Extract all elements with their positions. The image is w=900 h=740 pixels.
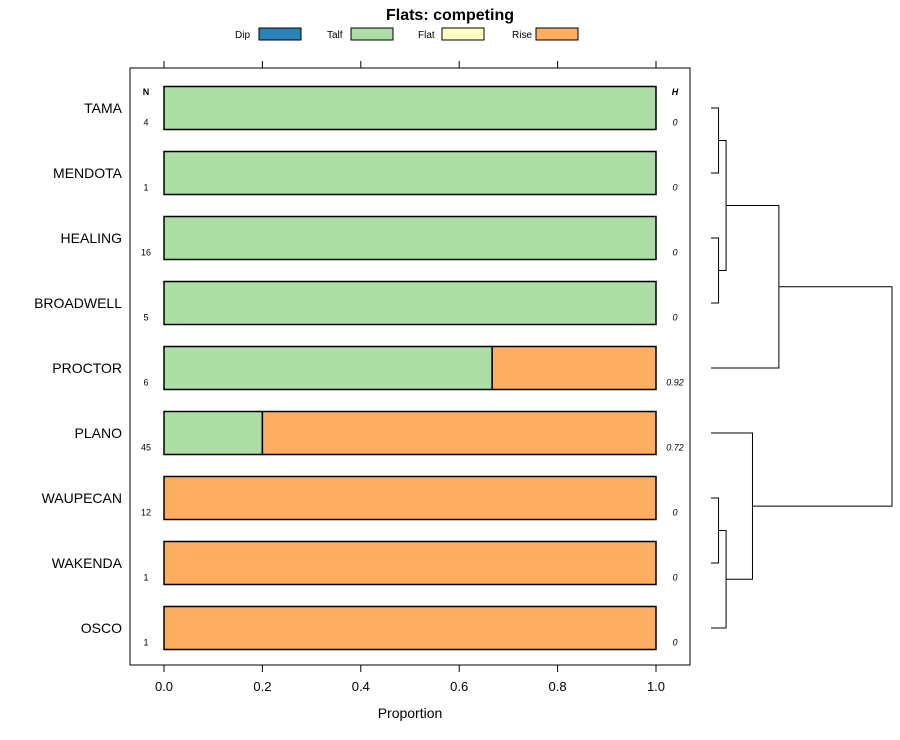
x-axis-label: Proportion: [378, 705, 443, 721]
bar-segment-talf: [163, 410, 264, 456]
category-label: MENDOTA: [53, 165, 123, 181]
bar-segment-rise: [163, 540, 657, 586]
category-label: WAKENDA: [52, 555, 123, 571]
category-label: TAMA: [84, 100, 123, 116]
chart-legend: Dip Talf Flat Rise: [235, 27, 579, 41]
dendrogram-link: [711, 497, 720, 564]
h-value: 0: [672, 573, 677, 583]
x-tick-label: 0.0: [155, 679, 173, 694]
bar-row-proctor: PROCTOR 6 0.92: [52, 345, 684, 391]
x-tick-label: 1.0: [647, 679, 665, 694]
x-tick-label: 0.8: [549, 679, 567, 694]
dendrogram-link: [711, 205, 780, 369]
bar-segment-rise: [163, 475, 657, 521]
x-tick-label: 0.2: [253, 679, 271, 694]
h-value: 0: [672, 118, 677, 128]
bar-segment-talf: [163, 215, 657, 261]
category-label: OSCO: [81, 620, 122, 636]
dendrogram-link: [718, 140, 727, 271]
h-value: 0: [672, 248, 677, 258]
x-tick-label: 0.4: [352, 679, 370, 694]
n-value: 12: [141, 508, 151, 518]
bar-segment-talf: [163, 85, 657, 131]
n-value: 5: [143, 313, 148, 323]
legend-label: Dip: [235, 30, 250, 41]
h-value: 0: [672, 638, 677, 648]
bar-segment-rise: [261, 410, 657, 456]
n-column-header: N: [143, 87, 150, 97]
bar-row-plano: PLANO 45 0.72: [75, 410, 684, 456]
h-value: 0: [672, 183, 677, 193]
legend-swatch: [441, 27, 485, 41]
bar-row-mendota: MENDOTA 1 0: [53, 150, 678, 196]
h-value: 0.72: [666, 443, 684, 453]
category-label: PLANO: [75, 425, 123, 441]
x-tick-label: 0.6: [450, 679, 468, 694]
bar-row-waupecan: WAUPECAN 12 0: [42, 475, 678, 521]
legend-swatch: [350, 27, 394, 41]
dendrogram-link: [711, 530, 727, 629]
n-value: 1: [143, 573, 148, 583]
n-value: 16: [141, 248, 151, 258]
bar-row-osco: OSCO 1 0: [81, 605, 678, 651]
h-value: 0: [672, 508, 677, 518]
h-column-header: H: [672, 87, 679, 97]
bar-segment-rise: [491, 345, 657, 391]
dendrogram: [711, 107, 893, 629]
top-axis-ticks: [163, 61, 657, 68]
legend-label: Flat: [418, 30, 435, 41]
bar-row-wakenda: WAKENDA 1 0: [52, 540, 678, 586]
n-value: 4: [143, 118, 148, 128]
n-value: 45: [141, 443, 151, 453]
h-value: 0.92: [666, 378, 684, 388]
bar-row-tama: TAMA 4 0: [84, 85, 678, 131]
h-value: 0: [672, 313, 677, 323]
plot-panel: [129, 67, 691, 666]
category-label: WAUPECAN: [42, 490, 122, 506]
dendrogram-link: [711, 107, 720, 174]
n-value: 6: [143, 378, 148, 388]
bar-row-broadwell: BROADWELL 5 0: [34, 280, 678, 326]
legend-label: Rise: [512, 30, 532, 41]
bar-segment-talf: [163, 280, 657, 326]
category-label: HEALING: [61, 230, 122, 246]
category-label: PROCTOR: [52, 360, 122, 376]
chart-title: Flats: competing: [386, 7, 514, 24]
dendrogram-link: [752, 286, 893, 507]
bar-segment-talf: [163, 345, 493, 391]
bar-segment-talf: [163, 150, 657, 196]
legend-swatch: [258, 27, 302, 41]
legend-label: Talf: [327, 30, 343, 41]
dendrogram-link: [711, 237, 720, 304]
category-label: BROADWELL: [34, 295, 122, 311]
bar-segment-rise: [163, 605, 657, 651]
n-value: 1: [143, 183, 148, 193]
x-axis: 0.0 0.2 0.4 0.6 0.8 1.0: [155, 665, 665, 694]
bar-row-healing: HEALING 16 0: [61, 215, 678, 261]
legend-swatch: [535, 27, 579, 41]
dendrogram-link: [711, 432, 753, 580]
n-value: 1: [143, 638, 148, 648]
